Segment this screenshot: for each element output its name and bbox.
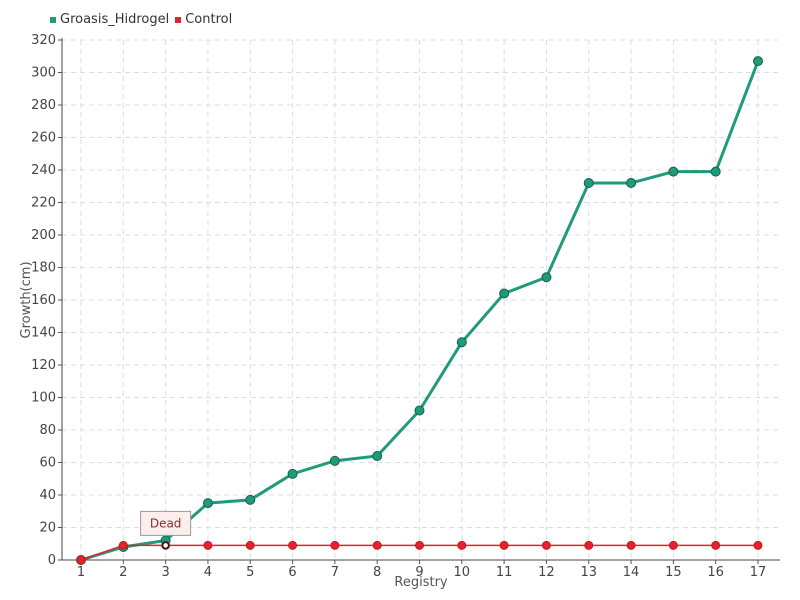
- y-tick-label: 180: [31, 261, 56, 276]
- legend-item-groasis[interactable]: Groasis_Hidrogel: [50, 12, 169, 27]
- x-tick-label: 11: [496, 565, 513, 580]
- data-point-groasis: [499, 288, 510, 299]
- y-tick-label: 120: [31, 358, 56, 373]
- data-point-control: [753, 540, 763, 550]
- data-point-control: [499, 540, 509, 550]
- y-tick-label: 140: [31, 326, 56, 341]
- data-point-control: [415, 540, 424, 550]
- x-tick-label: 15: [665, 565, 682, 580]
- data-point-control: [668, 540, 678, 550]
- y-tick-label: 80: [39, 423, 56, 438]
- legend: Groasis_Hidrogel Control: [50, 12, 232, 27]
- data-point-groasis: [668, 166, 679, 177]
- x-tick-label: 9: [415, 565, 423, 580]
- annotation-layer: Dead: [140, 510, 192, 550]
- data-point-control: [457, 540, 467, 550]
- x-tick-label: 17: [750, 565, 767, 580]
- data-point-groasis: [372, 451, 383, 461]
- data-point-control: [626, 540, 636, 550]
- data-point-control: [288, 540, 298, 550]
- y-tick-label: 200: [31, 228, 56, 243]
- x-tick-label: 12: [538, 565, 555, 580]
- x-tick-label: 2: [119, 565, 127, 580]
- x-tick-label: 10: [454, 565, 471, 580]
- data-point-control: [330, 540, 340, 550]
- x-tick-label: 3: [161, 565, 169, 580]
- y-tick-label: 280: [31, 98, 56, 113]
- data-point-groasis: [626, 178, 637, 188]
- data-point-control: [372, 540, 382, 550]
- y-tick-label: 0: [48, 553, 56, 568]
- data-point-groasis: [202, 498, 213, 509]
- axes: [61, 38, 780, 561]
- y-tick-label: 300: [31, 66, 56, 81]
- y-tick-label: 160: [31, 293, 56, 308]
- legend-swatch-groasis: [50, 16, 56, 23]
- x-tick-label: 5: [246, 565, 254, 580]
- data-point-control: [245, 540, 255, 550]
- data-point-groasis: [541, 272, 552, 283]
- x-axis-title: Registry: [394, 575, 448, 590]
- y-tick-label: 100: [31, 391, 56, 406]
- data-point-control: [541, 540, 551, 550]
- annotation-box: [140, 510, 192, 536]
- legend-item-control[interactable]: Control: [175, 12, 232, 27]
- legend-swatch-control: [175, 16, 182, 23]
- y-tick-label: 60: [39, 456, 56, 471]
- legend-label-control: Control: [185, 12, 233, 27]
- x-tick-label: 4: [204, 565, 212, 580]
- data-point-control: [118, 540, 128, 550]
- x-tick-label: 13: [580, 565, 597, 580]
- legend-label-groasis: Groasis_Hidrogel: [60, 12, 170, 27]
- y-tick-label: 320: [31, 33, 56, 48]
- x-tick-label: 6: [288, 565, 296, 580]
- data-point-control: [584, 540, 594, 550]
- data-point-groasis: [287, 468, 298, 479]
- y-tick-label: 240: [31, 163, 56, 178]
- data-point-control: [76, 555, 86, 565]
- grid: [62, 39, 780, 560]
- x-tick-label: 1: [77, 565, 85, 580]
- x-axis-ticks: 1 2 3 4 5 6 7 8 9 10 11 12 13 14 15 16 17: [77, 560, 766, 580]
- data-point-groasis: [753, 56, 763, 67]
- data-point-groasis: [414, 405, 425, 416]
- x-tick-label: 16: [707, 565, 724, 580]
- y-axis-ticks: 0 20 40 60 80 100 120 140 160 180 200 220 240 260 280 3…: [31, 33, 62, 568]
- data-point-control: [203, 540, 213, 550]
- annotation-label: Dead: [150, 516, 182, 530]
- data-point-groasis: [456, 337, 467, 348]
- data-point-control: [711, 540, 721, 550]
- y-tick-label: 40: [39, 488, 56, 503]
- x-tick-label: 14: [623, 565, 640, 580]
- annotation-marker: [161, 541, 170, 550]
- y-tick-label: 20: [39, 521, 56, 536]
- x-tick-label: 8: [373, 565, 381, 580]
- data-point-groasis: [583, 178, 594, 188]
- data-point-groasis: [245, 494, 256, 505]
- data-point-groasis: [329, 455, 340, 466]
- y-tick-label: 260: [31, 131, 56, 146]
- series-layer: [76, 56, 763, 565]
- data-point-groasis: [710, 166, 721, 177]
- y-tick-label: 220: [31, 196, 56, 211]
- y-axis-title: Growth(cm): [19, 261, 34, 338]
- x-tick-label: 7: [331, 565, 339, 580]
